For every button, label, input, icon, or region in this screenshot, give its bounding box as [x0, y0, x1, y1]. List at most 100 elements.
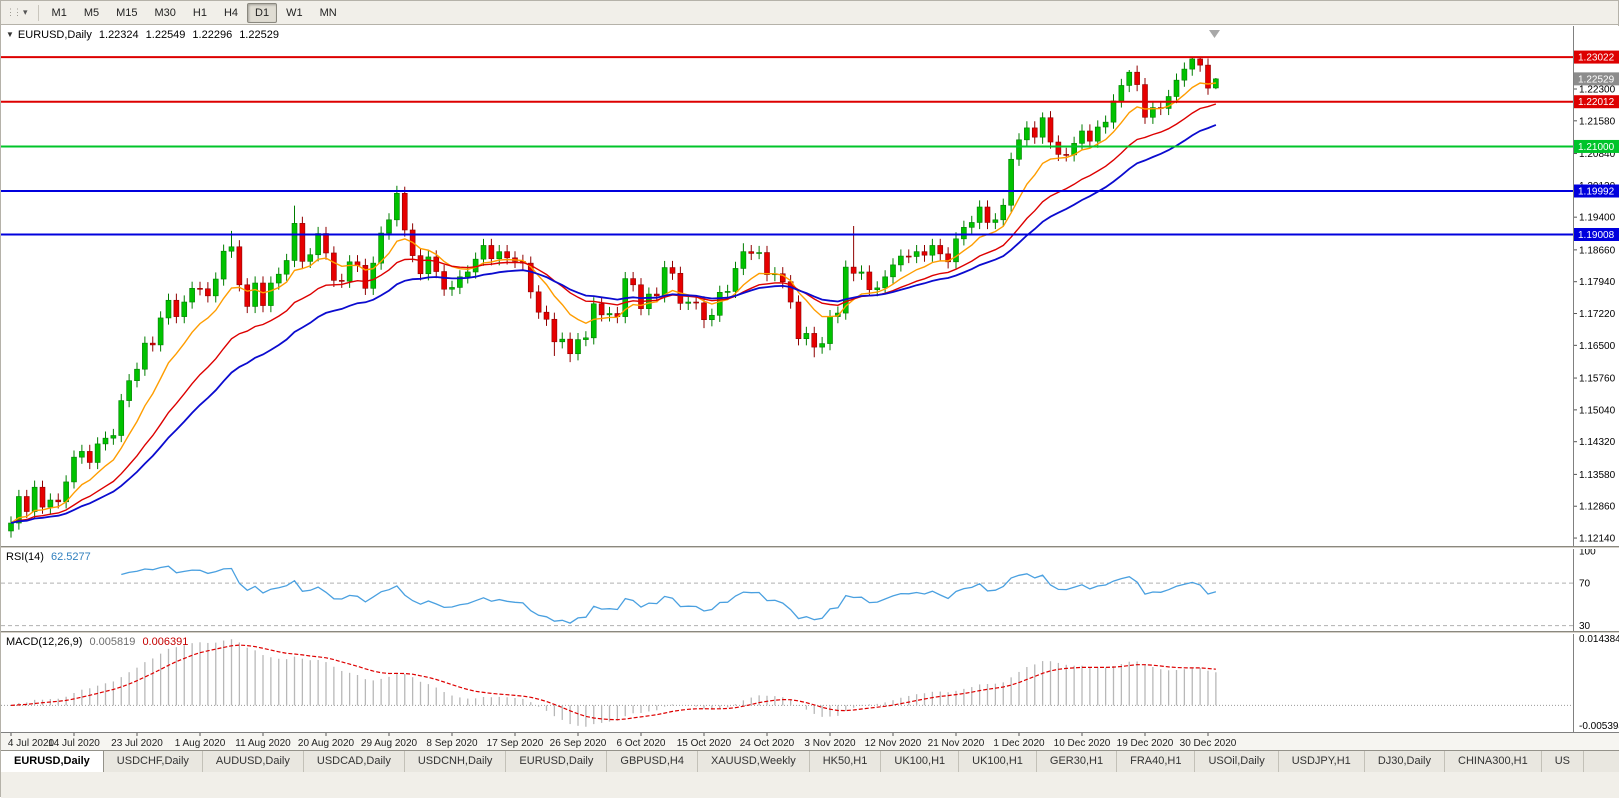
timeframe-button-mn[interactable]: MN: [312, 3, 345, 23]
macd-main-value: 0.005819: [89, 636, 135, 648]
window-tab-usdcad-daily[interactable]: USDCAD,Daily: [304, 751, 405, 773]
svg-text:8 Sep 2020: 8 Sep 2020: [426, 738, 478, 749]
rsi-name: RSI(14): [6, 551, 44, 563]
toolbar-dropdown-icon[interactable]: ▾: [23, 7, 28, 18]
svg-text:1.21580: 1.21580: [1579, 116, 1616, 127]
svg-text:1.22529: 1.22529: [1578, 74, 1615, 85]
candles-layer: [9, 57, 1219, 538]
rsi-line: [121, 566, 1216, 623]
svg-text:1.19008: 1.19008: [1578, 230, 1615, 241]
svg-text:29 Aug 2020: 29 Aug 2020: [361, 738, 418, 749]
window-tab-us[interactable]: US: [1542, 751, 1584, 773]
timeframe-button-d1[interactable]: D1: [247, 3, 277, 23]
svg-text:17 Sep 2020: 17 Sep 2020: [487, 738, 544, 749]
svg-text:12 Nov 2020: 12 Nov 2020: [865, 738, 922, 749]
window-tab-xauusd-weekly[interactable]: XAUUSD,Weekly: [698, 751, 810, 773]
svg-text:26 Sep 2020: 26 Sep 2020: [550, 738, 607, 749]
ohlc-low: 1.22296: [192, 29, 232, 41]
timeframe-button-h4[interactable]: H4: [216, 3, 246, 23]
timeframe-button-w1[interactable]: W1: [278, 3, 311, 23]
timeframe-button-h1[interactable]: H1: [185, 3, 215, 23]
svg-text:1.22012: 1.22012: [1578, 97, 1615, 108]
svg-text:14 Jul 2020: 14 Jul 2020: [48, 738, 100, 749]
window-tab-usdchf-daily[interactable]: USDCHF,Daily: [104, 751, 203, 773]
window-tab-uk100-h1[interactable]: UK100,H1: [959, 751, 1037, 773]
svg-text:1.17940: 1.17940: [1579, 277, 1616, 288]
window-tab-fra40-h1[interactable]: FRA40,H1: [1117, 751, 1195, 773]
macd-signal-value: 0.006391: [142, 636, 188, 648]
window-tab-usdcnh-daily[interactable]: USDCNH,Daily: [405, 751, 507, 773]
chart-window: 1.223001.215801.208401.201201.194001.186…: [1, 26, 1619, 750]
window-tab-ger30-h1[interactable]: GER30,H1: [1037, 751, 1117, 773]
svg-text:1.12140: 1.12140: [1579, 534, 1616, 545]
chart-shift-marker-icon: [1209, 30, 1220, 38]
window-tab-usdjpy-h1[interactable]: USDJPY,H1: [1279, 751, 1365, 773]
svg-text:1.21000: 1.21000: [1578, 142, 1615, 153]
ma-medium-line: [11, 104, 1216, 523]
bottom-filler: [1, 772, 1619, 798]
ohlc-high: 1.22549: [146, 29, 186, 41]
svg-text:20 Aug 2020: 20 Aug 2020: [298, 738, 355, 749]
one-click-trading-toggle-icon[interactable]: ▼: [6, 30, 14, 39]
window-tab-gbpusd-h4[interactable]: GBPUSD,H4: [607, 751, 698, 773]
window-tab-usoil-daily[interactable]: USOil,Daily: [1195, 751, 1278, 773]
price-axis[interactable]: 1.223001.215801.208401.201201.194001.186…: [1574, 26, 1619, 750]
window-tab-hk50-h1[interactable]: HK50,H1: [810, 751, 882, 773]
svg-text:1.23022: 1.23022: [1578, 53, 1615, 64]
svg-text:1.18660: 1.18660: [1579, 245, 1616, 256]
window-tab-china300-h1[interactable]: CHINA300,H1: [1445, 751, 1542, 773]
svg-text:15 Oct 2020: 15 Oct 2020: [677, 738, 732, 749]
svg-text:1.16500: 1.16500: [1579, 341, 1616, 352]
toolbar-separator: [38, 5, 39, 21]
svg-text:6 Oct 2020: 6 Oct 2020: [617, 738, 666, 749]
macd-indicator-label: MACD(12,26,9) 0.005819 0.006391: [6, 636, 188, 648]
svg-text:30: 30: [1579, 621, 1591, 632]
svg-text:21 Nov 2020: 21 Nov 2020: [928, 738, 985, 749]
window-tab-dj30-daily[interactable]: DJ30,Daily: [1365, 751, 1445, 773]
timeframe-button-m15[interactable]: M15: [108, 3, 145, 23]
macd-name: MACD(12,26,9): [6, 636, 82, 648]
svg-text:1 Dec 2020: 1 Dec 2020: [993, 738, 1045, 749]
timeframe-button-m1[interactable]: M1: [44, 3, 75, 23]
window-tab-uk100-h1[interactable]: UK100,H1: [881, 751, 959, 773]
svg-text:10 Dec 2020: 10 Dec 2020: [1054, 738, 1111, 749]
svg-text:1.19992: 1.19992: [1578, 187, 1615, 198]
svg-text:0.014384: 0.014384: [1579, 634, 1619, 645]
macd-histogram: [11, 639, 1216, 727]
svg-text:24 Oct 2020: 24 Oct 2020: [740, 738, 795, 749]
svg-text:1 Aug 2020: 1 Aug 2020: [175, 738, 226, 749]
svg-text:1.13580: 1.13580: [1579, 470, 1616, 481]
svg-text:30 Dec 2020: 30 Dec 2020: [1180, 738, 1237, 749]
window-tab-eurusd-daily[interactable]: EURUSD,Daily: [1, 751, 104, 773]
svg-text:1.15760: 1.15760: [1579, 374, 1616, 385]
ohlc-open: 1.22324: [99, 29, 139, 41]
svg-text:23 Jul 2020: 23 Jul 2020: [111, 738, 163, 749]
chart-header: ▼ EURUSD,Daily 1.22324 1.22549 1.22296 1.2252…: [6, 29, 279, 41]
svg-text:1.15040: 1.15040: [1579, 405, 1616, 416]
rsi-value: 62.5277: [51, 551, 91, 563]
chart-canvas[interactable]: 1.223001.215801.208401.201201.194001.186…: [1, 26, 1619, 750]
svg-text:1.22300: 1.22300: [1579, 84, 1616, 95]
window-tab-audusd-daily[interactable]: AUDUSD,Daily: [203, 751, 304, 773]
ohlc-close: 1.22529: [239, 29, 279, 41]
svg-text:1.19400: 1.19400: [1579, 213, 1616, 224]
svg-text:1.14320: 1.14320: [1579, 437, 1616, 448]
chart-symbol-period: EURUSD,Daily: [18, 29, 92, 41]
svg-text:70: 70: [1579, 579, 1591, 590]
svg-text:19 Dec 2020: 19 Dec 2020: [1117, 738, 1174, 749]
svg-text:11 Aug 2020: 11 Aug 2020: [235, 738, 291, 749]
rsi-indicator-label: RSI(14) 62.5277: [6, 551, 91, 563]
window-tab-eurusd-daily[interactable]: EURUSD,Daily: [506, 751, 607, 773]
toolbar-grip-icon[interactable]: ⋮⋮: [6, 7, 20, 18]
ma-slow-line: [11, 125, 1216, 523]
timeframe-button-m30[interactable]: M30: [147, 3, 184, 23]
timeframe-button-m5[interactable]: M5: [76, 3, 107, 23]
svg-text:3 Nov 2020: 3 Nov 2020: [804, 738, 856, 749]
svg-text:1.17220: 1.17220: [1579, 309, 1616, 320]
svg-text:1.12860: 1.12860: [1579, 502, 1616, 513]
